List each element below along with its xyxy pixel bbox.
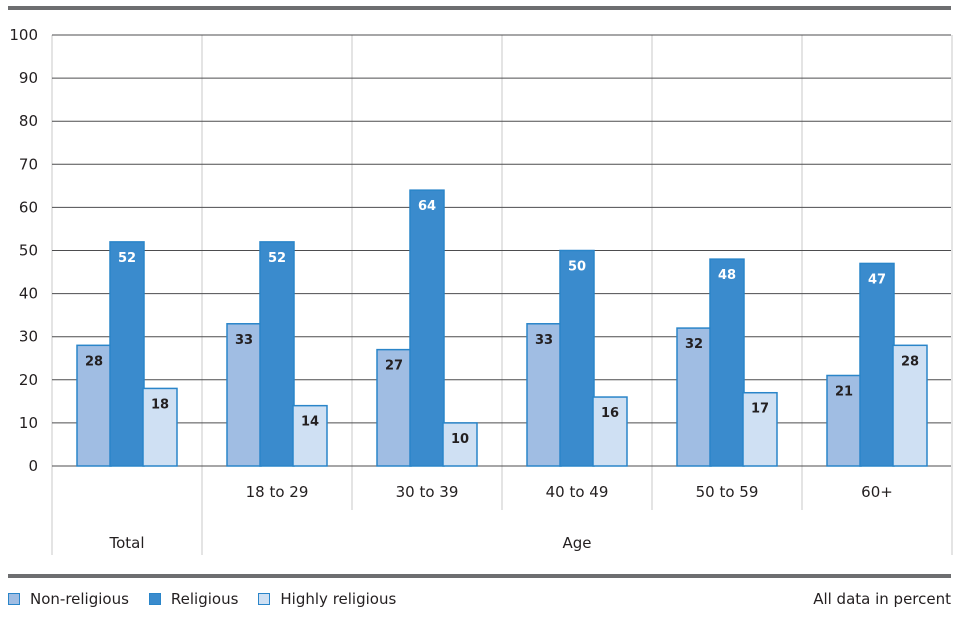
bar (859, 262, 895, 467)
legend-swatch-religious (148, 593, 161, 605)
legend-label-religious: Religious (170, 590, 239, 608)
chart-legend: Non-religious Religious Highly religious (8, 588, 416, 610)
data-label: 52 (118, 251, 136, 266)
data-label: 33 (235, 333, 253, 348)
group-label: Total (108, 534, 144, 552)
y-tick-label: 0 (28, 457, 38, 475)
legend-swatch-non-religious (8, 593, 20, 605)
y-tick-label: 50 (19, 242, 38, 260)
y-tick-label: 60 (19, 198, 38, 216)
x-tick-label: 60+ (861, 483, 893, 501)
units-note: All data in percent (813, 590, 951, 608)
bar (109, 241, 145, 467)
bar (142, 387, 178, 467)
y-tick-label: 30 (19, 328, 38, 346)
legend-label-highly-religious: Highly religious (280, 590, 397, 608)
x-tick-label: 50 to 59 (696, 483, 759, 501)
bar (409, 189, 445, 467)
bar (709, 258, 745, 467)
y-tick-label: 100 (9, 26, 38, 44)
data-label: 17 (751, 402, 769, 417)
y-tick-label: 40 (19, 285, 38, 303)
x-tick-label: 18 to 29 (246, 483, 309, 501)
legend-item-highly-religious: Highly religious (258, 590, 396, 608)
data-label: 16 (601, 406, 619, 421)
data-label: 52 (268, 251, 286, 266)
bar (742, 391, 778, 467)
bar (592, 396, 628, 467)
y-tick-label: 90 (19, 69, 38, 87)
data-label: 32 (685, 337, 703, 352)
legend-item-non-religious: Non-religious (8, 590, 129, 608)
data-label: 28 (901, 354, 919, 369)
legend-item-religious: Religious (148, 590, 239, 608)
bar-chart: 0 10 20 30 40 50 60 70 80 90 100 28 52 18 33 52 14 18 to … (8, 6, 953, 578)
data-label: 10 (451, 432, 469, 447)
y-tick-label: 20 (19, 371, 38, 389)
data-label: 33 (535, 333, 553, 348)
legend-swatch-highly-religious (258, 593, 271, 605)
bottom-rule (8, 574, 951, 578)
data-label: 21 (835, 384, 853, 399)
y-tick-label: 70 (19, 155, 38, 173)
top-rule (8, 6, 951, 10)
bar (442, 422, 478, 467)
y-tick-label: 10 (19, 414, 38, 432)
data-label: 14 (301, 415, 319, 430)
data-label: 28 (85, 354, 103, 369)
data-label: 18 (151, 397, 169, 412)
group-label: Age (562, 534, 591, 552)
legend-label-non-religious: Non-religious (30, 590, 129, 608)
bar (292, 404, 328, 467)
x-tick-label: 40 to 49 (546, 483, 609, 501)
bar (892, 344, 928, 467)
bar (559, 249, 595, 467)
data-label: 50 (568, 260, 586, 275)
data-label: 64 (418, 199, 436, 214)
data-label: 47 (868, 272, 886, 287)
bar (259, 241, 295, 467)
x-tick-label: 30 to 39 (396, 483, 459, 501)
data-label: 27 (385, 359, 403, 374)
data-label: 48 (718, 268, 736, 283)
y-tick-label: 80 (19, 112, 38, 130)
